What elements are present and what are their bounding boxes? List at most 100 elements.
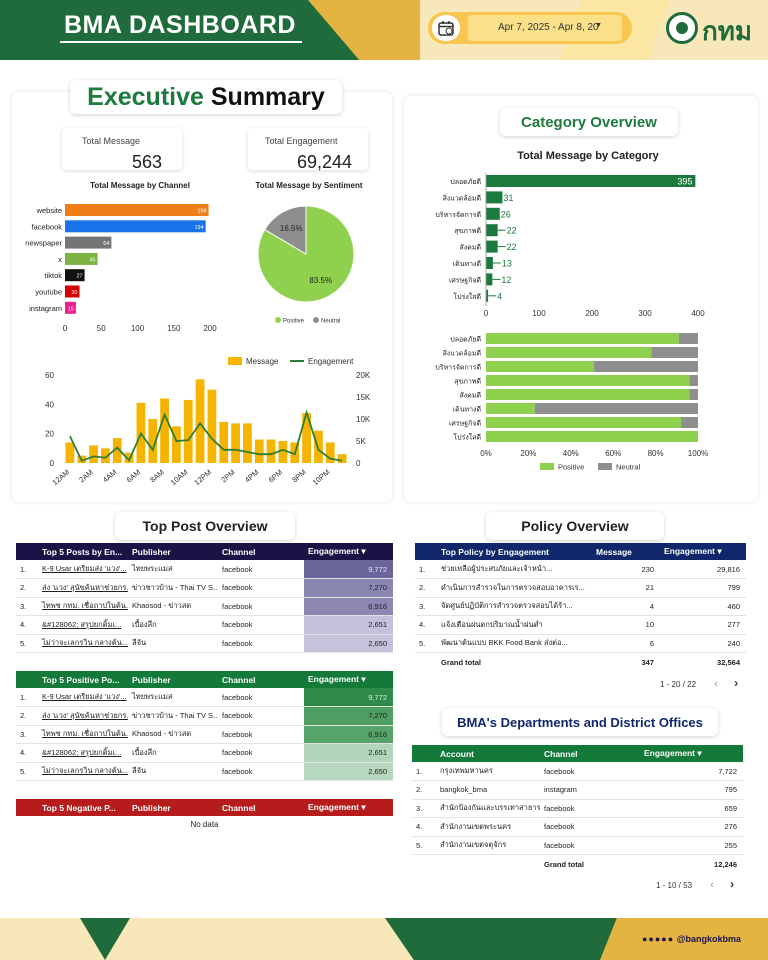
legend-message-swatch <box>228 357 242 365</box>
message-cell: 10 <box>592 615 660 635</box>
legend-dot <box>275 317 281 323</box>
next-page-icon[interactable]: › <box>734 676 739 690</box>
channel-x-tick: 200 <box>203 324 217 333</box>
message-header[interactable]: Message <box>596 546 632 557</box>
channel-header[interactable]: Channel <box>222 802 256 813</box>
post-link[interactable]: ส่ง 'แวง' สุนัขค้นหาช่วยกร... <box>38 706 128 726</box>
table-row[interactable]: 1. ช่วยเหลือผู้ประสบภัยและเจ้าหน้า... 230 2… <box>415 560 746 579</box>
table-row[interactable]: 4. แจ้งเตือนฝนตกปริมาณน้ำฝนต่ำ 10 277 <box>415 615 746 635</box>
engagement-sort-header[interactable]: Engagement ▾ <box>644 748 702 758</box>
table-row[interactable]: 3. จัดศูนย์ปฏิบัติการสำรวจตรวจสอบได้ร้า..… <box>415 597 746 616</box>
post-link[interactable]: K-9 Usar เตรียมส่ง 'แวง'... <box>38 688 128 707</box>
table-row[interactable]: 2. bangkok_bma instagram 795 <box>412 780 743 800</box>
channel-cell: facebook <box>218 706 304 726</box>
publisher-cell: ข่าวชาวบ้าน - Thai TV S... <box>128 706 218 726</box>
message-bar <box>254 439 264 463</box>
publisher-header[interactable]: Publisher <box>132 802 171 813</box>
table-row[interactable]: 1. K-9 Usar เตรียมส่ง 'แวง'... ไทยพระแมส fa… <box>16 688 393 707</box>
post-link[interactable]: ไม่ว่าจะเลกรวิน กลางต้น... <box>38 634 128 653</box>
engagement-sort-header[interactable]: Engagement ▾ <box>308 802 366 812</box>
total-message-label: Total Message <box>82 136 141 146</box>
engagement-cell: 799 <box>660 578 746 598</box>
channel-header[interactable]: Channel <box>222 674 256 685</box>
table-row[interactable]: 3. ไทพช กทม. เชื่อถาปในต้น... Khaosod - ข่… <box>16 725 393 744</box>
message-bar <box>195 379 205 463</box>
post-link[interactable]: ไม่ว่าจะเลกรวิน กลางต้น... <box>38 762 128 781</box>
legend-engagement-label: Engagement <box>308 357 354 366</box>
dropdown-arrow-icon[interactable]: ▼ <box>595 22 602 29</box>
table-row[interactable]: 5. ไม่ว่าจะเลกรวิน กลางต้น... ลีจัน faceboo… <box>16 762 393 781</box>
table-row[interactable]: 2. ส่ง 'แวง' สุนัขค้นหาช่วยกร... ข่าวชาวบ้… <box>16 578 393 598</box>
post-link[interactable]: K-9 Usar เตรียมส่ง 'แวง'... <box>38 560 128 579</box>
prev-page-icon[interactable]: ‹ <box>714 678 718 690</box>
channel-bar <box>65 269 85 282</box>
table-row[interactable]: 2. ดำเนินการสำรวจในการตรวจสอบอาคารเร... 21… <box>415 578 746 598</box>
publisher-header[interactable]: Publisher <box>132 546 171 557</box>
policy-header[interactable]: Top Policy by Engagement <box>441 546 549 557</box>
time-x-tick: 6PM <box>267 468 285 485</box>
channel-label: website <box>36 206 62 215</box>
row-number: 1. <box>415 560 437 579</box>
positive-bar <box>486 375 690 386</box>
engagement-cell: 2,650 <box>304 634 393 653</box>
positive-bar <box>486 333 679 344</box>
channel-header[interactable]: Channel <box>222 546 256 557</box>
prev-page-icon[interactable]: ‹ <box>710 879 714 891</box>
channel-cell: facebook <box>218 597 304 616</box>
engagement-sort-header[interactable]: Engagement ▾ <box>664 546 722 556</box>
post-link[interactable]: ไทพช กทม. เชื่อถาปในต้น... <box>38 725 128 744</box>
account-cell: สำนักงานเขตจตุจักร <box>436 836 540 855</box>
table-row[interactable]: 4. &#128062; สรุปยกติ้มเ... เบื้องลึก faceb… <box>16 743 393 763</box>
publisher-header[interactable]: Publisher <box>132 674 171 685</box>
engagement-cell: 2,650 <box>304 762 393 781</box>
channel-cell: facebook <box>218 688 304 707</box>
sentiment-x-tick: 20% <box>520 449 536 458</box>
executive-summary-title: Executive Summary <box>70 80 342 114</box>
table-row[interactable]: 1. K-9 Usar เตรียมส่ง 'แวง'... ไทยพระแมส fa… <box>16 560 393 579</box>
calendar-icon[interactable] <box>432 15 460 41</box>
table-row[interactable]: 3. ไทพช กทม. เชื่อถาปในต้น... Khaosod - ข่… <box>16 597 393 616</box>
table-row[interactable]: 4. สำนักงานเขตพระนคร facebook 276 <box>412 817 743 837</box>
engagement-cell: 2,651 <box>304 743 393 763</box>
channel-label: facebook <box>32 222 63 231</box>
publisher-cell: ลีจัน <box>128 762 218 781</box>
channel-bar <box>65 220 206 233</box>
table-row[interactable]: 5. ไม่ว่าจะเลกรวิน กลางต้น... ลีจัน faceboo… <box>16 634 393 653</box>
engagement-cell: 795 <box>640 780 743 800</box>
account-cell: กรุงเทพมหานคร <box>436 762 540 781</box>
category-value-label: 22 <box>507 226 517 236</box>
left-y-tick: 60 <box>45 371 54 380</box>
post-link[interactable]: &#128062; สรุปยกติ้มเ... <box>38 615 128 635</box>
departments-table: Account Channel Engagement ▾ 1. กรุงเทพมห… <box>412 745 743 873</box>
table-row[interactable]: 1. กรุงเทพมหานคร facebook 7,722 <box>412 762 743 781</box>
table-row[interactable]: 2. ส่ง 'แวง' สุนัขค้นหาช่วยกร... ข่าวชาวบ้… <box>16 706 393 726</box>
table-row[interactable]: 5. สำนักงานเขตจตุจักร facebook 255 <box>412 836 743 855</box>
policy-page-count: 1 - 20 / 22 <box>660 680 697 689</box>
date-range-value[interactable]: Apr 7, 2025 - Apr 8, 20 ▼ <box>468 15 622 41</box>
top-posts-header[interactable]: Top 5 Posts by En... <box>42 546 123 557</box>
post-link[interactable]: ส่ง 'แวง' สุนัขค้นหาช่วยกร... <box>38 578 128 598</box>
engagement-cell: 255 <box>640 836 743 855</box>
neutral-bar <box>534 403 698 414</box>
table-row[interactable]: 4. &#128062; สรุปยกติ้มเ... เบื้องลึก faceb… <box>16 615 393 635</box>
post-link[interactable]: &#128062; สรุปยกติ้มเ... <box>38 743 128 763</box>
right-y-tick: 10K <box>356 415 371 424</box>
engagement-sort-header[interactable]: Engagement ▾ <box>308 546 366 556</box>
top-positive-header[interactable]: Top 5 Positive Po... <box>42 674 120 685</box>
table-row[interactable]: 5. พัฒนาต้นแบบ BKK Food Bank ส่งต่อ... 6 24… <box>415 634 746 653</box>
row-number: 2. <box>415 578 437 598</box>
time-x-tick: 12PM <box>192 468 213 487</box>
engagement-sort-header[interactable]: Engagement ▾ <box>308 674 366 684</box>
category-sentiment-label: บริหารจัดการดี <box>435 364 481 372</box>
social-icons[interactable]: ●●●●● <box>642 934 675 944</box>
table-row[interactable]: 3.สำนักป้องกันและบรรเทาสาธารณ...facebook… <box>412 799 743 818</box>
account-header[interactable]: Account <box>440 748 474 759</box>
post-link[interactable]: ไทพช กทม. เชื่อถาปในต้น... <box>38 597 128 616</box>
top-negative-header[interactable]: Top 5 Negative P... <box>42 802 116 813</box>
next-page-icon[interactable]: › <box>730 877 735 891</box>
row-number: 1. <box>16 688 38 707</box>
publisher-cell: เบื้องลึก <box>128 615 218 635</box>
category-x-tick: 300 <box>638 309 652 318</box>
channel-header[interactable]: Channel <box>544 748 578 759</box>
channel-label: youtube <box>35 288 62 297</box>
